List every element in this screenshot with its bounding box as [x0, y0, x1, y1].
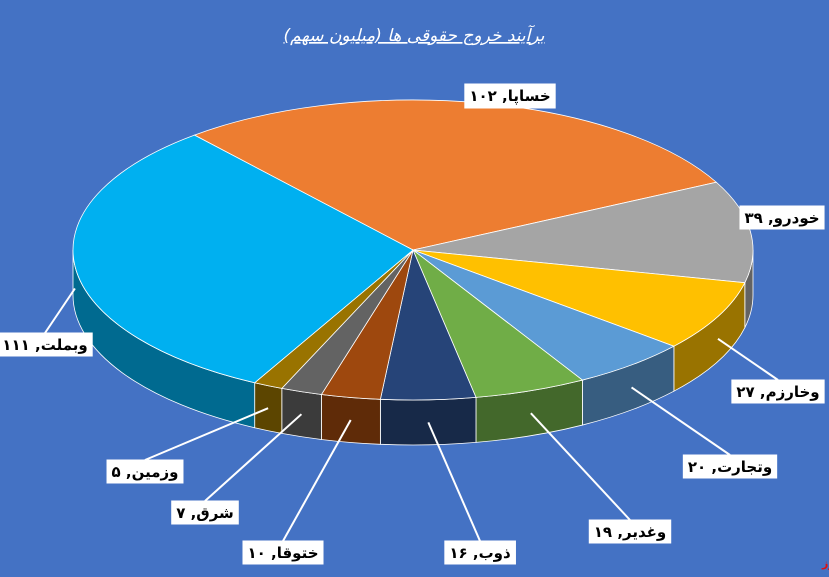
value-label: ۱۹	[594, 523, 612, 541]
label-separator: ,	[30, 336, 41, 354]
category-name: وبملت	[41, 336, 88, 354]
data-label-box	[739, 205, 825, 230]
label-separator: ,	[266, 544, 277, 562]
value-label: ۲۷	[736, 383, 754, 401]
data-label: خودرو, ۳۹	[739, 205, 825, 230]
label-separator: ,	[612, 523, 623, 541]
data-label-text: خودرو, ۳۹	[744, 209, 819, 227]
label-separator: ,	[121, 463, 132, 481]
leader-line	[144, 407, 269, 461]
leader-line	[44, 287, 76, 334]
leader-line	[204, 413, 303, 502]
data-label-box	[588, 519, 672, 544]
source: بورس نیوز	[821, 557, 829, 570]
slice-sides	[72, 249, 754, 446]
label-separator: ,	[706, 458, 717, 476]
slice	[412, 181, 754, 284]
data-label: خساپا, ۱۰۲	[464, 83, 556, 109]
category-name: وخارزم	[766, 383, 820, 401]
data-label-box	[731, 379, 825, 404]
data-label-text: وغدیر, ۱۹	[594, 523, 666, 541]
category-name: وتجارت	[717, 458, 772, 476]
category-name: ذوب	[479, 544, 511, 562]
data-label-box	[682, 454, 778, 479]
label-separator: ,	[755, 383, 766, 401]
data-label-text: وخارزم, ۲۷	[736, 383, 819, 401]
data-label: وبملت, ۱۱۱	[0, 332, 93, 357]
category-name: خساپا	[508, 87, 551, 106]
data-label: شرق, ۷	[171, 500, 239, 525]
value-label: ۲۰	[688, 458, 706, 476]
data-label-box	[444, 540, 516, 565]
slice-side	[321, 394, 381, 445]
category-name: شرق	[196, 504, 234, 522]
data-label-text: وبملت, ۱۱۱	[2, 336, 87, 354]
value-label: ۱۰۲	[469, 87, 496, 105]
value-label: ۱۱۱	[2, 336, 29, 354]
label-separator: ,	[468, 544, 479, 562]
slice-side	[379, 396, 477, 446]
data-label-box	[464, 83, 556, 109]
data-label-text: ختوقا, ۱۰	[247, 544, 318, 562]
value-label: ۳۹	[744, 209, 762, 227]
category-name: وزمین	[132, 463, 179, 481]
data-label-box	[242, 540, 324, 565]
data-label-box	[0, 332, 93, 357]
value-label: ۱۶	[449, 544, 467, 562]
slice	[412, 249, 746, 347]
value-label: ۵	[112, 463, 121, 481]
data-label-text: ذوب, ۱۶	[449, 544, 511, 562]
slice-side	[281, 387, 322, 440]
data-label-text: شرق, ۷	[176, 504, 234, 522]
data-label: وخارزم, ۲۷	[731, 379, 825, 404]
chart-title: برآیند خروج حقوقی ها (میلیون سهم)	[284, 25, 545, 46]
category-name: خودرو	[773, 209, 820, 227]
data-label-box	[106, 459, 184, 484]
data-label-text: خساپا, ۱۰۲	[469, 87, 550, 106]
data-label: ذوب, ۱۶	[444, 540, 516, 565]
slice-side	[254, 382, 283, 434]
leader-line	[630, 386, 731, 456]
data-label: وغدیر, ۱۹	[588, 519, 672, 544]
value-label: ۱۰	[247, 544, 265, 562]
data-label: ختوقا, ۱۰	[242, 540, 324, 565]
data-label-text: وتجارت, ۲۰	[688, 458, 772, 476]
label-separator: ,	[497, 87, 508, 105]
value-label: ۷	[176, 504, 185, 522]
slice	[72, 134, 414, 384]
label-separator: ,	[763, 209, 774, 227]
data-label-box	[171, 500, 239, 525]
leader-line	[282, 419, 352, 542]
data-label: وتجارت, ۲۰	[682, 454, 778, 479]
label-separator: ,	[185, 504, 196, 522]
leader-line	[530, 412, 631, 521]
category-name: ختوقا	[277, 544, 319, 562]
data-label-text: وزمین, ۵	[112, 463, 179, 481]
leader-line	[427, 421, 481, 542]
category-name: وغدیر	[622, 523, 666, 541]
leader-line	[717, 337, 779, 381]
data-label: وزمین, ۵	[106, 459, 184, 484]
